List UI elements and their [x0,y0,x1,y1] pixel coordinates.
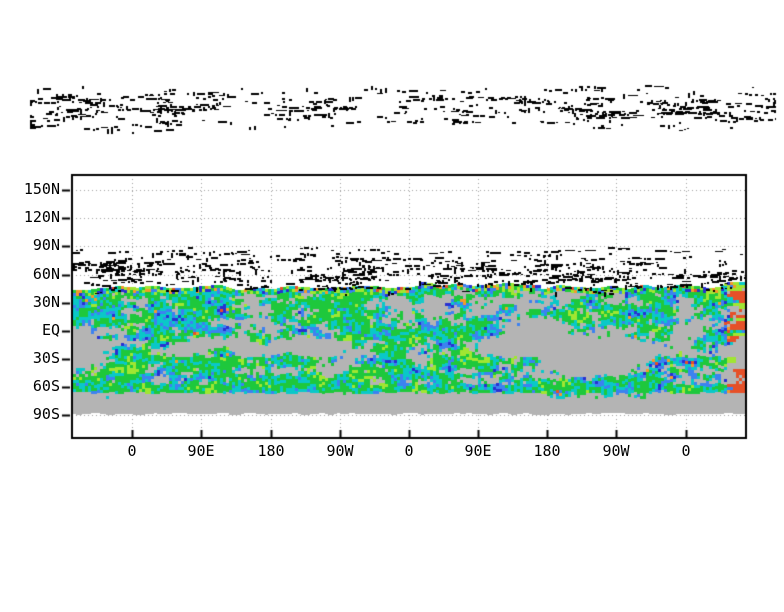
x-tick-label-7-90w: 90W [602,442,630,460]
x-tick-label-4-0: 0 [404,442,414,460]
y-tick-label-60n: 60N [32,265,60,283]
x-tick-label-8-0: 0 [681,442,691,460]
y-tick-label-30n: 30N [32,293,60,311]
x-tick-label-5-90e: 90E [464,442,492,460]
x-tick-label-2-180: 180 [257,442,285,460]
x-tick-label-6-180: 180 [533,442,561,460]
y-tick-label-60s: 60S [32,377,60,395]
y-tick-label-30s: 30S [32,349,60,367]
x-tick-label-1-90e: 90E [187,442,215,460]
y-tick-label-150n: 150N [23,180,60,198]
y-tick-label-90n: 90N [32,236,60,254]
x-tick-label-3-90w: 90W [326,442,354,460]
y-tick-label-90s: 90S [32,405,60,423]
x-tick-label-0-0: 0 [127,442,137,460]
y-tick-label-120n: 120N [23,208,60,226]
y-tick-label-eq: EQ [41,321,60,339]
